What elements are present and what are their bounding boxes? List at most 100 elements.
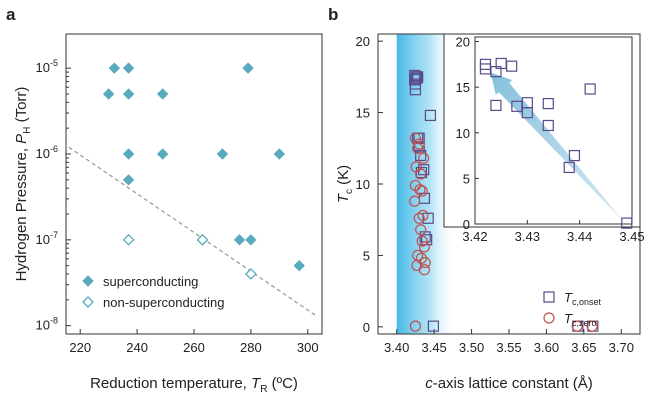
- superconducting-point: [233, 234, 246, 246]
- panel-a-xtick-label: 220: [69, 340, 91, 355]
- tc-onset-point: [409, 84, 422, 96]
- inset-xtick-label: 3.44: [567, 229, 592, 244]
- legend-swatch-tc-zero: [543, 312, 555, 324]
- panel-a-xtick-label: 300: [297, 340, 319, 355]
- inset-tc-onset-point: [542, 119, 554, 132]
- tc-zero-point: [409, 320, 422, 332]
- panel-a-xlabel: Reduction temperature, TR (ºC): [90, 375, 298, 395]
- tc-onset-point: [427, 320, 439, 332]
- tc-zero-point: [413, 212, 425, 224]
- panel-b-legend: Tc,onset Tc,zero: [543, 290, 601, 328]
- panel-b-xtick-label: 3.50: [459, 340, 484, 355]
- panel-b-ytick-label: 10: [356, 177, 370, 192]
- panel-a-ytick-label: 10-6: [36, 144, 58, 161]
- tc-zero-point: [586, 320, 598, 332]
- panel-b-xtick-label: 3.45: [421, 340, 446, 355]
- tc-onset-point: [412, 71, 424, 83]
- superconducting-point: [102, 88, 115, 100]
- legend-swatch-tc-onset: [543, 291, 555, 303]
- superconducting-point: [157, 148, 169, 160]
- tc-zero-point: [418, 241, 431, 253]
- inset-ytick-label: 0: [463, 217, 470, 232]
- non-superconducting-point: [196, 233, 209, 246]
- tc-zero-point: [409, 195, 421, 207]
- tc-onset-point: [421, 234, 433, 246]
- inset-tc-onset-point: [542, 97, 554, 110]
- inset-tc-onset-point: [563, 161, 575, 174]
- panel-b-xtick-label: 3.65: [571, 340, 596, 355]
- inset-xtick-label: 3.43: [515, 229, 540, 244]
- tc-zero-point: [414, 184, 426, 196]
- legend-label-superconducting: superconducting: [103, 274, 198, 289]
- panel-b-ytick-label: 0: [363, 320, 370, 335]
- inset-trend-arrow: [490, 72, 625, 223]
- tc-zero-point: [415, 168, 427, 180]
- inset-ytick-label: 15: [456, 80, 470, 95]
- tc-zero-point: [571, 320, 583, 332]
- superconducting-point: [122, 174, 135, 186]
- superconducting-point: [245, 234, 257, 246]
- tc-zero-point: [416, 235, 428, 247]
- legend-swatch-superconducting: [82, 275, 94, 287]
- panel-b-xtick-label: 3.40: [384, 340, 409, 355]
- inset-xtick-label: 3.45: [619, 229, 644, 244]
- tc-zero-point: [418, 264, 431, 276]
- inset-xtick-label: 3.42: [462, 229, 487, 244]
- inset-ytick-label: 20: [456, 35, 470, 50]
- panel-b-xtick-label: 3.55: [496, 340, 521, 355]
- tc-zero-point: [417, 209, 429, 222]
- panel-a-ytick-label: 10-8: [36, 316, 58, 333]
- panel-a-legend: superconducting non-superconducting: [82, 274, 224, 310]
- panel-b-xtick-label: 3.60: [534, 340, 559, 355]
- tc-zero-point: [415, 224, 427, 236]
- panel-b-label: b: [328, 5, 338, 24]
- panel-a-ytick-label: 10-5: [36, 58, 58, 75]
- panel-b-ylabel: Tc (K): [335, 165, 355, 203]
- panel-b-xlabel: c-axis lattice constant (Å): [425, 375, 593, 392]
- tc-onset-point: [424, 109, 436, 122]
- inset-tc-onset-point: [568, 149, 581, 162]
- legend-swatch-non-superconducting: [82, 296, 94, 308]
- tc-onset-point: [411, 72, 423, 84]
- panel-b-ytick-label: 5: [363, 248, 370, 263]
- legend-label-non-superconducting: non-superconducting: [103, 295, 224, 310]
- tc-onset-point: [415, 149, 427, 162]
- panel-b-ytick-label: 20: [356, 34, 370, 49]
- non-superconducting-point: [244, 268, 257, 280]
- inset-tc-onset-point: [521, 107, 533, 119]
- legend-label-tc-zero: Tc,zero: [564, 311, 596, 328]
- inset-tc-onset-point: [506, 60, 518, 72]
- legend-label-tc-onset: Tc,onset: [564, 290, 601, 307]
- panel-a-ylabel: Hydrogen Pressure, PH (Torr): [13, 87, 33, 282]
- tc-onset-point: [409, 78, 422, 90]
- superconducting-point: [157, 88, 169, 100]
- panel-a-ytick-label: 10-7: [36, 230, 58, 247]
- panel-a-frame: [65, 33, 323, 335]
- superconducting-point: [122, 148, 135, 160]
- superconducting-point: [293, 259, 305, 272]
- non-superconducting-point: [122, 233, 135, 246]
- panel-a-xtick-label: 280: [240, 340, 262, 355]
- superconducting-point: [242, 62, 254, 74]
- panel-b-xtick-label: 3.70: [609, 340, 634, 355]
- inset-tc-onset-point: [621, 217, 633, 229]
- panel-a-label: a: [6, 5, 16, 24]
- superconducting-point: [273, 148, 286, 160]
- inset-tc-onset-point: [490, 99, 502, 112]
- inset-ytick-label: 5: [463, 171, 470, 186]
- tc-zero-point: [412, 142, 424, 154]
- tc-zero-point: [419, 256, 431, 269]
- inset-ytick-label: 10: [456, 126, 470, 141]
- superconducting-point: [216, 148, 229, 160]
- tc-onset-point: [422, 212, 434, 224]
- panel-b-ytick-label: 15: [356, 106, 370, 121]
- tc-zero-point: [416, 185, 428, 197]
- superconducting-point: [122, 62, 135, 74]
- tc-zero-point: [418, 152, 430, 164]
- panel-a-xtick-label: 240: [126, 340, 148, 355]
- superconducting-point: [108, 62, 121, 74]
- inset-tc-onset-point: [584, 83, 596, 95]
- panel-a-xtick-label: 260: [183, 340, 205, 355]
- panel-a-guide-line: [68, 146, 317, 317]
- superconducting-point: [122, 88, 135, 100]
